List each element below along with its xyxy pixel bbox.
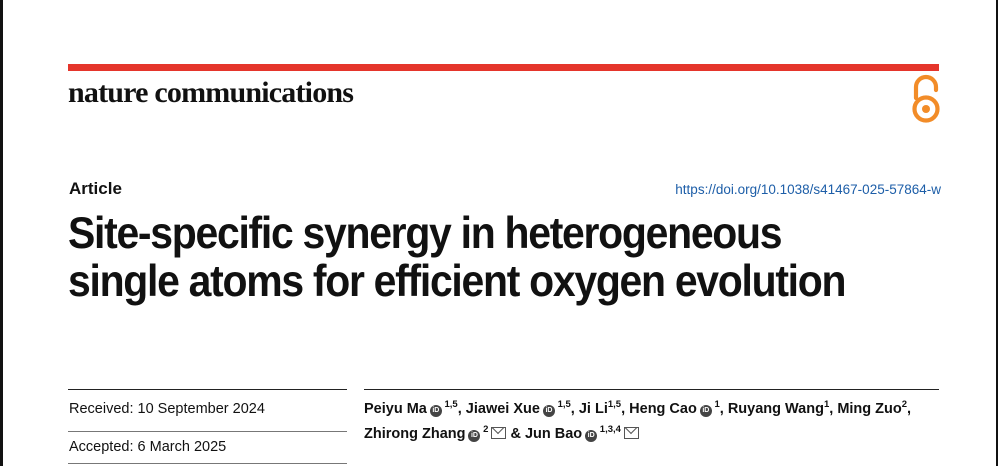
accepted-date: 6 March 2025 (137, 439, 227, 455)
dates-divider (68, 431, 347, 432)
author-affiliation: 1 (823, 399, 830, 410)
accepted-label: Accepted: (69, 439, 134, 455)
author-separator: & (506, 426, 525, 442)
orcid-icon[interactable]: iD (542, 405, 555, 417)
author-separator: , (457, 401, 466, 417)
orcid-icon[interactable]: iD (699, 405, 712, 417)
author-name[interactable]: Ruyang Wang (727, 401, 824, 417)
author-affiliation: 2 (480, 424, 489, 435)
author-affiliation: 1,3,4 (597, 424, 621, 435)
author-entry: Peiyu Ma iD 1,5 (364, 399, 458, 417)
author-entry: Ming Zuo2 (837, 399, 908, 417)
article-title: Site-specific synergy in heterogeneous s… (68, 209, 846, 306)
author-affiliation: 1,5 (607, 399, 622, 410)
author-affiliation: 1 (711, 399, 720, 410)
author-affiliation: 1,5 (441, 399, 458, 410)
open-access-lock-icon (912, 74, 940, 123)
author-separator: , (570, 401, 579, 417)
author-name[interactable]: Zhirong Zhang (364, 426, 466, 442)
author-entry: Heng Cao iD 1 (629, 399, 720, 417)
received-label: Received: (69, 401, 134, 417)
author-entry: Jiawei Xue iD 1,5 (465, 399, 571, 417)
accepted-date-row: Accepted: 6 March 2025 (69, 439, 226, 455)
author-separator: , (829, 401, 838, 417)
journal-header-rule (68, 64, 939, 71)
received-date-row: Received: 10 September 2024 (69, 401, 265, 417)
article-type-label: Article (69, 179, 122, 198)
author-entry: Ruyang Wang1 (727, 399, 830, 417)
author-name[interactable]: Jiawei Xue (465, 401, 540, 417)
orcid-icon[interactable]: iD (468, 430, 481, 442)
author-name[interactable]: Ji Li (578, 401, 608, 417)
email-icon[interactable] (491, 427, 507, 439)
author-affiliation: 1,5 (554, 399, 571, 410)
dates-top-rule (68, 389, 347, 390)
author-list: Peiyu Ma iD 1,5, Jiawei Xue iD 1,5, Ji Li1… (364, 397, 944, 447)
author-separator: , (719, 401, 728, 417)
received-date: 10 September 2024 (137, 401, 265, 417)
author-name[interactable]: Jun Bao (524, 426, 583, 442)
email-icon[interactable] (623, 427, 639, 439)
author-name[interactable]: Ming Zuo (837, 401, 902, 417)
author-affiliation: 2 (901, 399, 908, 410)
author-entry: Ji Li1,5 (578, 399, 622, 417)
authors-top-rule (364, 389, 939, 390)
orcid-icon[interactable]: iD (429, 405, 442, 417)
orcid-icon[interactable]: iD (585, 430, 598, 442)
left-border (0, 0, 3, 466)
author-entry: Jun Bao iD 1,3,4 (524, 424, 639, 442)
dates-bottom-rule (68, 463, 347, 464)
doi-link[interactable]: https://doi.org/10.1038/s41467-025-57864… (675, 182, 941, 197)
author-separator: , (907, 401, 912, 417)
author-separator: , (621, 401, 630, 417)
author-name[interactable]: Peiyu Ma (364, 401, 427, 417)
journal-name[interactable]: nature communications (68, 76, 354, 109)
right-border (996, 0, 998, 466)
author-name[interactable]: Heng Cao (629, 401, 697, 417)
author-entry: Zhirong Zhang iD 2 (364, 424, 507, 442)
